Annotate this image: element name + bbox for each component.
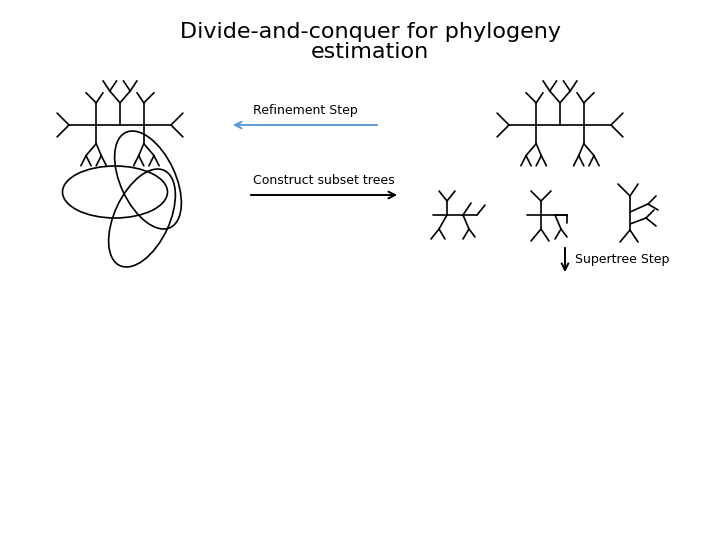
Text: Construct subset trees: Construct subset trees	[253, 174, 395, 187]
Text: Refinement Step: Refinement Step	[253, 104, 357, 117]
Text: estimation: estimation	[311, 42, 429, 62]
Text: Divide-and-conquer for phylogeny: Divide-and-conquer for phylogeny	[179, 22, 560, 42]
Text: Supertree Step: Supertree Step	[575, 253, 670, 267]
